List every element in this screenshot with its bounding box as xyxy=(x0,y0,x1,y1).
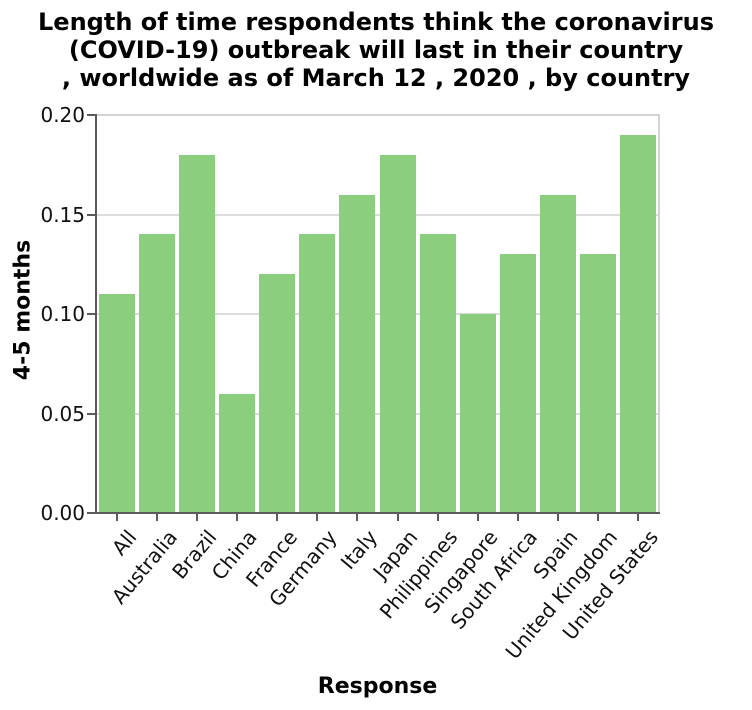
x-tick-mark xyxy=(316,514,319,521)
gridline xyxy=(97,313,658,315)
bar-all xyxy=(99,294,136,513)
x-tick-mark xyxy=(236,514,239,521)
y-tick-label: 0.10 xyxy=(40,302,85,326)
y-tick-mark xyxy=(87,313,95,315)
plot-bars-layer xyxy=(97,115,658,513)
x-tick-mark xyxy=(196,514,199,521)
x-axis-spine xyxy=(95,512,660,514)
bar-japan xyxy=(379,154,416,513)
y-tick-label: 0.00 xyxy=(40,501,85,525)
bar-australia xyxy=(139,234,176,513)
x-tick-mark xyxy=(356,514,359,521)
x-tick-mark xyxy=(516,514,519,521)
bar-philippines xyxy=(419,234,456,513)
y-tick-label: 0.20 xyxy=(40,103,85,127)
x-tick-label: All xyxy=(107,525,142,560)
bar-italy xyxy=(339,194,376,513)
bar-germany xyxy=(299,234,336,513)
chart-title-line-1: Length of time respondents think the cor… xyxy=(38,8,714,36)
bar-south-africa xyxy=(499,254,536,513)
bar-singapore xyxy=(459,314,496,513)
y-tick-mark xyxy=(87,213,95,216)
plot-border-top xyxy=(95,114,660,116)
y-axis-spine xyxy=(95,114,97,514)
plot-border-right xyxy=(658,114,660,514)
bar-spain xyxy=(539,194,576,513)
bar-brazil xyxy=(179,154,216,513)
x-tick-mark xyxy=(556,514,559,521)
y-tick-mark xyxy=(87,512,95,514)
chart-title-line-3: , worldwide as of March 12 , 2020 , by c… xyxy=(61,64,691,92)
x-tick-mark xyxy=(436,514,439,521)
x-tick-mark xyxy=(476,514,479,521)
x-tick-mark xyxy=(116,514,119,521)
y-tick-label: 0.05 xyxy=(40,401,85,426)
chart-title: Length of time respondents think the cor… xyxy=(0,8,752,92)
y-tick-mark xyxy=(87,114,95,116)
x-tick-mark xyxy=(636,514,639,521)
y-tick-label: 0.15 xyxy=(40,202,85,227)
y-tick-mark xyxy=(87,412,95,415)
x-tick-mark xyxy=(156,514,159,521)
x-tick-mark xyxy=(276,514,279,521)
gridline xyxy=(97,412,658,415)
bar-united-states xyxy=(619,134,656,513)
x-axis-label: Response xyxy=(317,674,438,699)
bar-united-kingdom xyxy=(579,254,616,513)
bar-france xyxy=(259,274,296,513)
bar-china xyxy=(219,393,256,513)
x-tick-mark xyxy=(396,514,399,521)
x-tick-mark xyxy=(596,514,599,521)
gridline xyxy=(97,213,658,216)
chart-title-line-2: (COVID-19) outbreak will last in their c… xyxy=(68,36,684,64)
